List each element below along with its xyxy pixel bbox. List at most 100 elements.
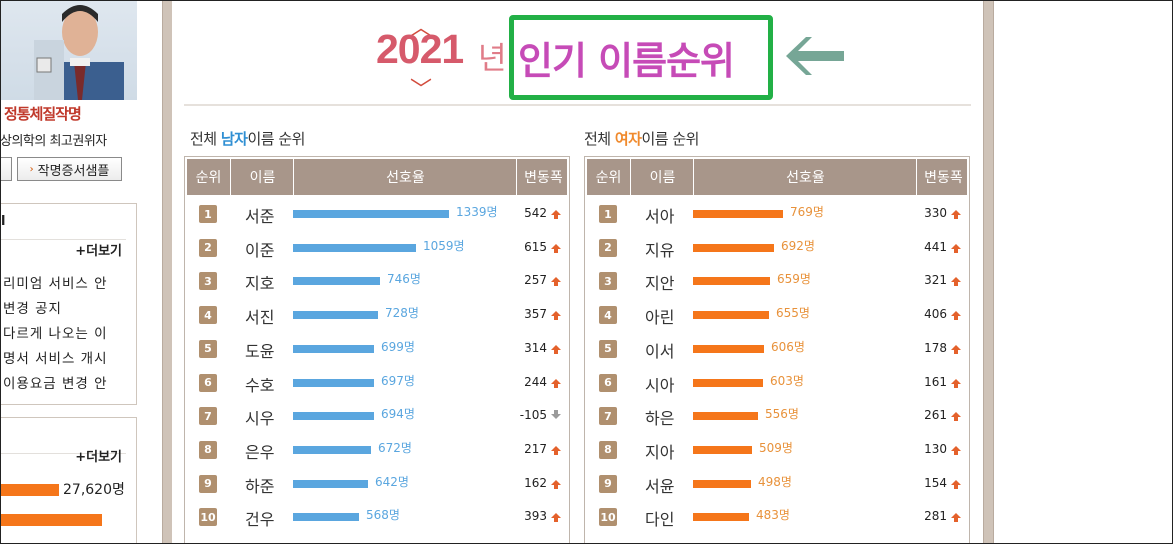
name-text[interactable]: 지안 — [645, 274, 675, 294]
female-title-prefix: 전체 — [584, 130, 615, 148]
promo-subtitle: 상의학의 최고권위자 — [0, 134, 107, 149]
stats-bar — [1, 484, 59, 496]
table-row[interactable]: 3 지안 659명 321 — [585, 264, 969, 298]
name-text[interactable]: 서윤 — [645, 476, 675, 496]
chevron-right-icon: › — [29, 163, 34, 175]
change-value: 244 — [524, 374, 547, 389]
table-row[interactable]: 9 하준 642명 162 — [185, 467, 569, 501]
table-row[interactable]: 9 서윤 498명 154 — [585, 467, 969, 501]
change-value: 261 — [924, 408, 947, 423]
name-text[interactable]: 이서 — [645, 341, 675, 361]
name-text[interactable]: 지호 — [245, 274, 275, 294]
change-value: 542 — [524, 206, 547, 220]
preference-count: 746명 — [387, 272, 421, 287]
table-row[interactable]: 2 이준 1059명 615 — [185, 231, 569, 265]
stats-count: 27,620명 — [63, 482, 125, 498]
table-row[interactable]: 5 이서 606명 178 — [585, 332, 969, 366]
name-text[interactable]: 서아 — [645, 207, 675, 226]
name-text[interactable]: 건우 — [245, 510, 275, 530]
preference-bar — [293, 378, 374, 387]
rank-badge: 3 — [599, 272, 617, 291]
name-text[interactable]: 도윤 — [245, 341, 275, 361]
notice-item[interactable]: 변경 공지 — [3, 301, 62, 317]
table-row[interactable]: 1 서아 769명 330 — [585, 197, 969, 231]
arrow-up-icon — [551, 243, 561, 253]
arrow-up-icon — [551, 210, 561, 219]
table-row[interactable]: 3 지호 746명 257 — [185, 264, 569, 298]
rank-badge: 2 — [599, 238, 617, 257]
name-text[interactable]: 아린 — [645, 308, 675, 328]
table-row[interactable]: 7 시우 694명 -105 — [185, 399, 569, 433]
promo-banner[interactable]: 정통체질작명 상의학의 최고권위자 — [0, 0, 137, 150]
notice-item[interactable]: 리미엄 서비스 안 — [3, 276, 108, 292]
arrow-up-icon — [951, 210, 961, 219]
change-value: 257 — [524, 273, 547, 288]
arrow-up-icon — [951, 412, 961, 422]
preference-count: 659명 — [777, 272, 811, 287]
rank-badge: 7 — [199, 407, 217, 426]
arrow-up-icon — [951, 445, 961, 455]
table-row[interactable]: 6 시아 603명 161 — [585, 366, 969, 400]
female-ranking-table: 순위 이름 선호율 변동폭 1 서아 769명 330 2 지유 692명 441 3 지안 659… — [584, 156, 970, 544]
name-text[interactable]: 지유 — [645, 240, 675, 260]
notice-more-link[interactable]: +더보기 — [75, 244, 122, 259]
table-row[interactable]: 4 아린 655명 406 — [585, 298, 969, 332]
stats-more-link[interactable]: +더보기 — [75, 450, 122, 465]
preference-bar — [693, 513, 749, 522]
name-text[interactable]: 은우 — [245, 442, 275, 462]
table-row[interactable]: 10 다인 483명 281 — [585, 500, 969, 534]
name-text[interactable]: 이준 — [245, 240, 275, 260]
rank-badge: 9 — [599, 474, 617, 493]
name-text[interactable]: 하은 — [645, 409, 675, 429]
name-text[interactable]: 하준 — [245, 476, 275, 496]
table-row[interactable]: 8 은우 672명 217 — [185, 433, 569, 467]
arrow-up-icon — [551, 445, 561, 455]
preference-bar — [693, 243, 774, 252]
preference-count: 697명 — [381, 373, 415, 388]
male-title-accent: 남자 — [220, 130, 248, 148]
arrow-down-icon — [551, 410, 561, 420]
arrow-up-icon — [951, 311, 961, 321]
female-table-header: 순위 이름 선호율 변동폭 — [587, 159, 967, 195]
notice-item[interactable]: 다르게 나오는 이 — [3, 326, 108, 342]
table-row[interactable]: 4 서진 728명 357 — [185, 298, 569, 332]
preference-count: 699명 — [381, 339, 415, 354]
arrow-left-icon — [786, 37, 844, 75]
preference-count: 1059명 — [423, 238, 465, 253]
notice-item[interactable]: 이용요금 변경 안 — [3, 376, 108, 392]
notice-box-title-fragment: l — [1, 214, 6, 229]
preference-bar — [693, 344, 764, 353]
notice-item[interactable]: 명서 서비스 개시 — [3, 351, 108, 367]
preference-count: 568명 — [366, 508, 400, 523]
preference-count: 556명 — [765, 407, 799, 422]
name-text[interactable]: 수호 — [245, 375, 275, 395]
table-row[interactable]: 10 건우 568명 393 — [185, 500, 569, 534]
name-text[interactable]: 지아 — [645, 442, 675, 462]
change-value: -105 — [519, 408, 547, 423]
change-value: 393 — [524, 509, 547, 524]
sidebar-left-button[interactable] — [0, 157, 12, 181]
rank-badge: 9 — [199, 474, 217, 493]
table-row[interactable]: 8 지아 509명 130 — [585, 433, 969, 467]
preference-bar — [293, 479, 368, 488]
name-text[interactable]: 서진 — [245, 308, 275, 328]
table-row[interactable]: 2 지유 692명 441 — [585, 231, 969, 265]
table-row[interactable]: 6 수호 697명 244 — [185, 366, 569, 400]
table-row[interactable]: 5 도윤 699명 314 — [185, 332, 569, 366]
rank-badge: 4 — [199, 306, 217, 325]
certificate-sample-button[interactable]: › 작명증서샘플 — [17, 157, 122, 181]
name-text[interactable]: 서준 — [245, 207, 275, 226]
right-rail — [983, 0, 994, 544]
table-row[interactable]: 1 서준 1339명 542 — [185, 197, 569, 231]
arrow-up-icon — [951, 277, 961, 287]
name-text[interactable]: 다인 — [645, 510, 675, 530]
preference-bar — [693, 412, 758, 421]
name-text[interactable]: 시아 — [645, 375, 675, 395]
change-value: 154 — [924, 475, 947, 490]
preference-count: 769명 — [790, 205, 824, 219]
rank-badge: 8 — [199, 440, 217, 459]
change-value: 330 — [924, 206, 947, 220]
table-row[interactable]: 7 하은 556명 261 — [585, 399, 969, 433]
name-text[interactable]: 시우 — [245, 409, 275, 429]
header-name: 이름 — [632, 159, 694, 195]
